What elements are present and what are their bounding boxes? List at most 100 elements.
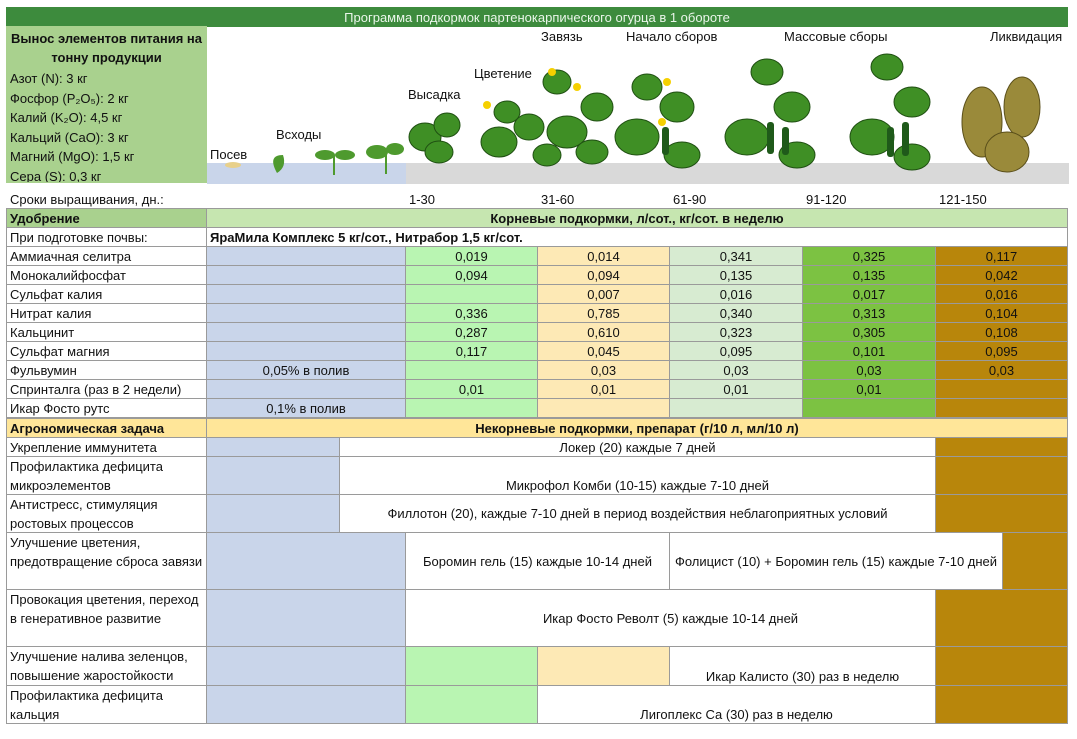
product-cell: Икар Фосто Револт (5) каждые 10-14 дней xyxy=(405,589,936,647)
product-cell: Боромин гель (15) каждые 10-14 дней xyxy=(405,532,670,590)
stage-label: Начало сборов xyxy=(626,29,718,44)
nutrient-heading: Вынос элементов питания на тонну продукц… xyxy=(11,31,202,65)
empty-cell xyxy=(405,685,538,724)
stage-illustration xyxy=(207,53,1069,184)
flowers xyxy=(483,68,671,126)
empty-cell xyxy=(206,532,406,590)
empty-cell xyxy=(935,685,1068,724)
nutrient-item: Магний (MgO): 1,5 кг xyxy=(10,149,135,164)
value-cell: 0,135 xyxy=(802,265,936,285)
ground xyxy=(406,163,1069,184)
row-label: Монокалийфосфат xyxy=(6,265,207,285)
empty-cell xyxy=(206,494,340,533)
seedlings xyxy=(273,143,404,175)
value-cell: 0,095 xyxy=(669,341,803,361)
term-period: 91-120 xyxy=(806,192,847,207)
nutrient-item: Сера (S): 0,3 кг xyxy=(10,168,102,183)
empty-cell xyxy=(669,398,803,418)
nutrient-item: Азот (N): 3 кг xyxy=(10,71,88,86)
empty-cell xyxy=(935,589,1068,647)
empty-cell xyxy=(935,494,1068,533)
section-label: Удобрение xyxy=(6,208,207,228)
empty-cell xyxy=(935,437,1068,457)
stage-label: Посев xyxy=(210,147,248,162)
value-cell: 0,03 xyxy=(537,360,670,380)
task-label: Профилактика дефицита кальция xyxy=(6,685,207,724)
product-cell: Лигоплекс Са (30) раз в неделю xyxy=(537,685,936,724)
value-cell: 0,104 xyxy=(935,303,1068,323)
row-label: Спринталга (раз в 2 недели) xyxy=(6,379,207,399)
term-period: 121-150 xyxy=(939,192,987,207)
value-cell: 0,323 xyxy=(669,322,803,342)
empty-cell xyxy=(935,398,1068,418)
nutrient-item: Фосфор (P₂O₅): 2 кг xyxy=(10,90,129,106)
empty-cell xyxy=(405,360,538,380)
section-label: Агрономическая задача xyxy=(6,418,207,438)
soil-prep-text: ЯраМила Комплекс 5 кг/сот., Нитрабор 1,5… xyxy=(206,227,1068,247)
nutrient-item: Калий (K₂O): 4,5 кг xyxy=(10,110,123,125)
value-cell: 0,785 xyxy=(537,303,670,323)
stage-label: Всходы xyxy=(276,127,322,142)
value-cell: 0,313 xyxy=(802,303,936,323)
empty-cell xyxy=(1002,532,1068,590)
task-label: Улучшение цветения, предотвращение сброс… xyxy=(6,532,207,590)
value-cell: 0,287 xyxy=(405,322,538,342)
section-header: Корневые подкормки, л/сот., кг/сот. в не… xyxy=(206,208,1068,228)
value-cell: 0,117 xyxy=(935,246,1068,266)
empty-cell xyxy=(206,246,406,266)
value-cell: 0,007 xyxy=(537,284,670,304)
value-cell: 0,03 xyxy=(802,360,936,380)
product-cell: Локер (20) каждые 7 дней xyxy=(339,437,936,457)
stage-label: Высадка xyxy=(408,87,461,102)
task-label: Улучшение налива зеленцов, повышение жар… xyxy=(6,646,207,686)
value-cell: 0,305 xyxy=(802,322,936,342)
product-cell: Фолицист (10) + Боромин гель (15) каждые… xyxy=(669,532,1003,590)
row-label: Сульфат магния xyxy=(6,341,207,361)
empty-cell xyxy=(206,265,406,285)
terms-label: Сроки выращивания, дн.: xyxy=(10,192,164,207)
title: Программа подкормок партенокарпического … xyxy=(6,7,1068,27)
seed xyxy=(225,162,241,168)
value-cell: 0,01 xyxy=(669,379,803,399)
stage-label: Ликвидация xyxy=(990,29,1063,44)
value-cell: 0,325 xyxy=(802,246,936,266)
product-cell: Филлотон (20), каждые 7-10 дней в период… xyxy=(339,494,936,533)
value-cell: 0,117 xyxy=(405,341,538,361)
cucumbers xyxy=(662,122,909,157)
empty-cell xyxy=(405,284,538,304)
empty-cell xyxy=(935,456,1068,495)
nutrient-box: Вынос элементов питания на тонну продукц… xyxy=(6,26,207,183)
row-label: Нитрат калия xyxy=(6,303,207,323)
value-cell: 0,094 xyxy=(537,265,670,285)
value-cell: 0,042 xyxy=(935,265,1068,285)
nutrient-item: Кальций (CaO): 3 кг xyxy=(10,129,129,145)
ground xyxy=(207,163,406,184)
empty-cell xyxy=(537,646,670,686)
row-label: Фульвумин xyxy=(6,360,207,380)
empty-cell xyxy=(206,685,406,724)
empty-cell xyxy=(405,646,538,686)
value-cell: 0,101 xyxy=(802,341,936,361)
empty-cell xyxy=(802,398,936,418)
value-cell: 0,03 xyxy=(935,360,1068,380)
plants xyxy=(408,53,931,171)
empty-cell xyxy=(206,437,340,457)
value-cell: 0,017 xyxy=(802,284,936,304)
empty-cell xyxy=(206,303,406,323)
withered-plant xyxy=(961,76,1041,173)
value-cell: 0,336 xyxy=(405,303,538,323)
empty-cell xyxy=(537,398,670,418)
value-cell: 0,340 xyxy=(669,303,803,323)
empty-cell xyxy=(206,646,406,686)
value-cell: 0,019 xyxy=(405,246,538,266)
empty-cell xyxy=(935,646,1068,686)
value-cell: 0,03 xyxy=(669,360,803,380)
empty-cell xyxy=(206,341,406,361)
value-cell: 0,1% в полив xyxy=(206,398,406,418)
product-cell: Икар Калисто (30) раз в неделю xyxy=(669,646,936,686)
value-cell: 0,016 xyxy=(669,284,803,304)
empty-cell xyxy=(405,398,538,418)
row-label: Икар Фосто рутс xyxy=(6,398,207,418)
value-cell: 0,095 xyxy=(935,341,1068,361)
